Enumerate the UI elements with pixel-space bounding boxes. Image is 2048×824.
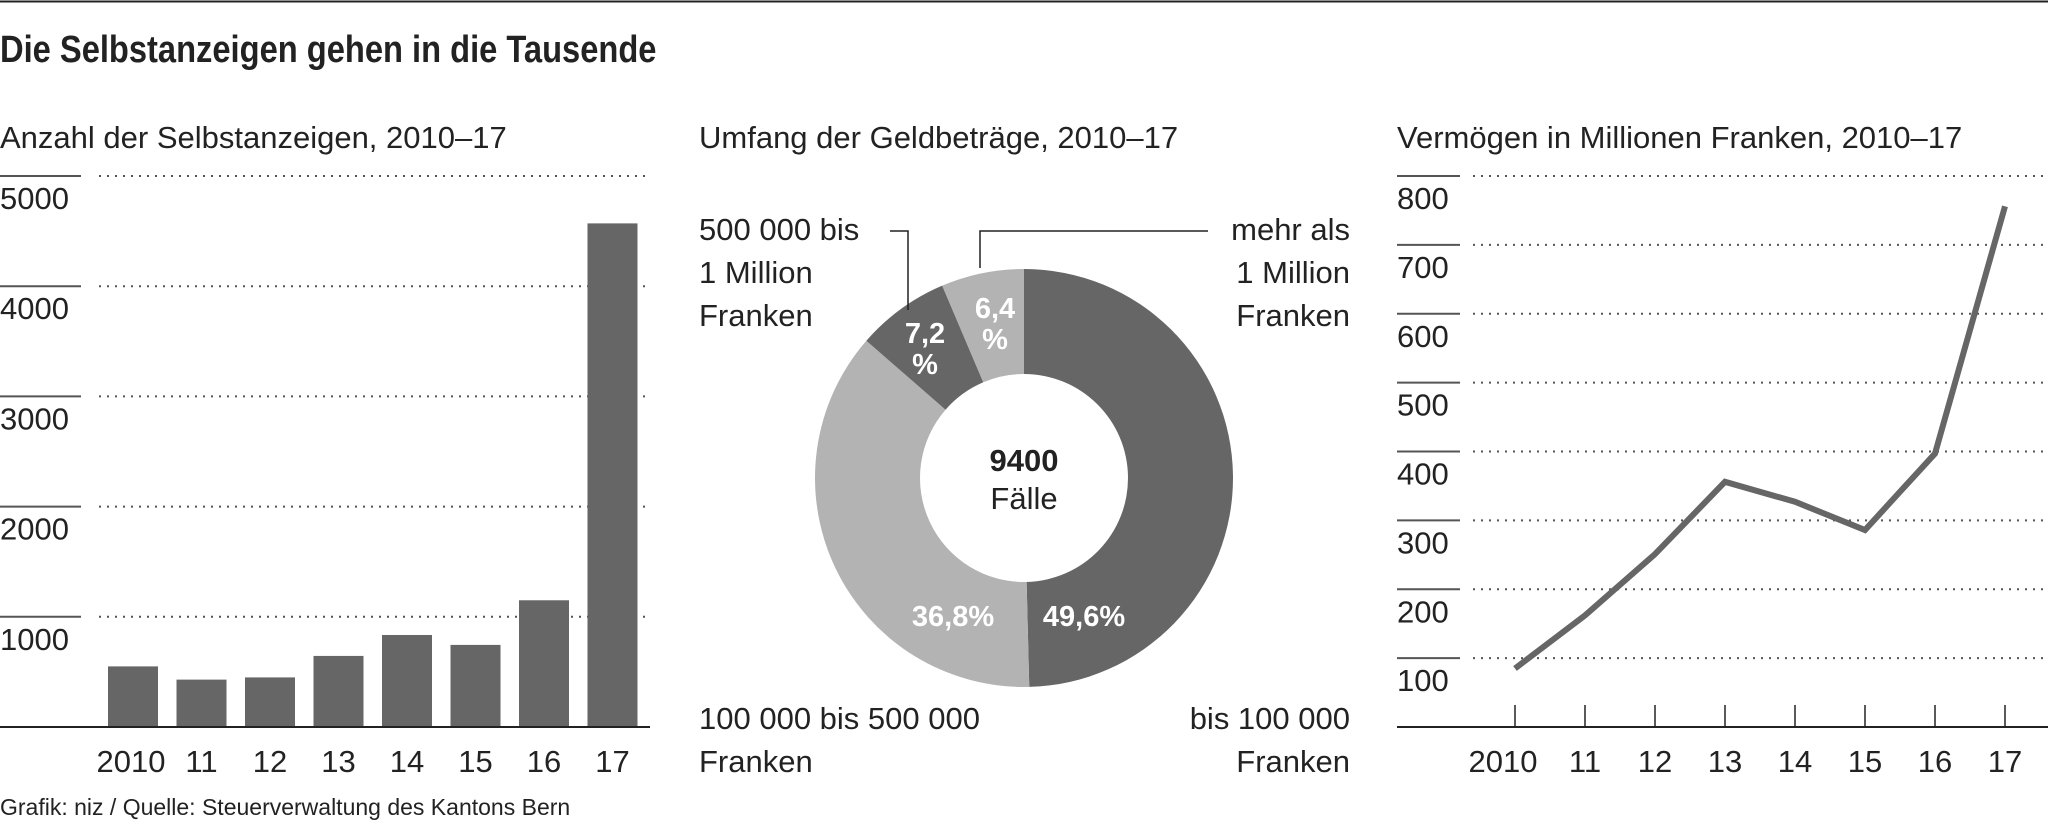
donut-slice [942,269,1024,383]
y-tick-label: 1000 [0,622,69,657]
slice-category-label: 500 000 bis [699,212,859,247]
slice-category-label: Franken [699,298,813,333]
slice-percent-label: % [982,324,1008,356]
x-tick-label: 17 [595,744,629,779]
center-value: 9400 [990,443,1059,478]
donut-slice [815,340,1030,688]
slice-category-label: mehr als [1231,212,1350,247]
bar-17 [587,223,638,728]
y-tick-label: 800 [1397,181,1449,216]
slice-percent-label: 7,2 [905,318,945,350]
leader-line [979,230,1208,268]
slice-percent-label: 6,4 [975,293,1015,325]
y-tick-label: 2000 [0,512,69,547]
slice-category-label: 100 000 bis 500 000 [699,701,980,736]
donut-chart: Umfang der Geldbeträge, 2010–17 49,6% 36,… [699,120,1350,779]
x-tick-label: 11 [185,744,217,779]
slice-category-label: bis 100 000 [1190,701,1350,736]
slice-percent-label: 36,8% [912,601,994,633]
x-tick-label: 13 [1708,744,1742,779]
donut-chart-title: Umfang der Geldbeträge, 2010–17 [699,120,1178,155]
x-tick-label: 15 [458,744,492,779]
x-tick-label: 14 [1778,744,1812,779]
line-chart: Vermögen in Millionen Franken, 2010–17 1… [1397,120,2048,779]
page-title: Die Selbstanzeigen gehen in die Tausende [0,28,656,71]
y-tick-label: 4000 [0,291,69,326]
donut-slice [1024,269,1234,687]
line-chart-title: Vermögen in Millionen Franken, 2010–17 [1397,120,1962,155]
y-tick-label: 5000 [0,181,69,216]
bar-chart-title: Anzahl der Selbstanzeigen, 2010–17 [0,120,507,155]
x-tick-label: 16 [527,744,561,779]
slice-percent-label: % [912,349,938,381]
x-tick-label: 11 [1569,744,1601,779]
y-tick-label: 3000 [0,401,69,436]
slice-category-label: Franken [1236,744,1350,779]
slice-percent-label: 49,6% [1043,601,1125,633]
series-line [1513,205,2008,671]
x-tick-label: 13 [321,744,355,779]
y-tick-label: 600 [1397,319,1449,354]
center-label: Fälle [990,481,1057,516]
x-tick-label: 2010 [97,744,166,779]
y-tick-label: 200 [1397,594,1449,629]
y-tick-label: 100 [1397,663,1449,698]
x-tick-label: 17 [1988,744,2022,779]
slice-category-label: 1 Million [699,255,813,290]
y-tick-label: 400 [1397,457,1449,492]
x-tick-label: 12 [1638,744,1672,779]
bar-15 [450,644,501,727]
slice-category-label: Franken [699,744,813,779]
bar-13 [313,655,364,727]
x-tick-label: 15 [1848,744,1882,779]
bar-12 [245,677,295,727]
y-tick-label: 500 [1397,388,1449,423]
bar-11 [176,679,227,727]
slice-category-label: 1 Million [1236,255,1350,290]
bar-14 [382,634,432,727]
bar-chart: Anzahl der Selbstanzeigen, 2010–17 1000 2… [0,120,650,779]
x-tick-label: 14 [390,744,424,779]
slice-category-label: Franken [1236,298,1350,333]
donut-slice [866,285,984,410]
y-tick-label: 300 [1397,525,1449,560]
bar-16 [519,600,569,727]
x-tick-label: 16 [1918,744,1952,779]
source-footer: Grafik: niz / Quelle: Steuerverwaltung d… [0,794,570,820]
bar-2010 [108,666,158,727]
x-tick-label: 2010 [1469,744,1538,779]
x-tick-label: 12 [253,744,287,779]
leader-line [890,230,909,310]
y-tick-label: 700 [1397,250,1449,285]
